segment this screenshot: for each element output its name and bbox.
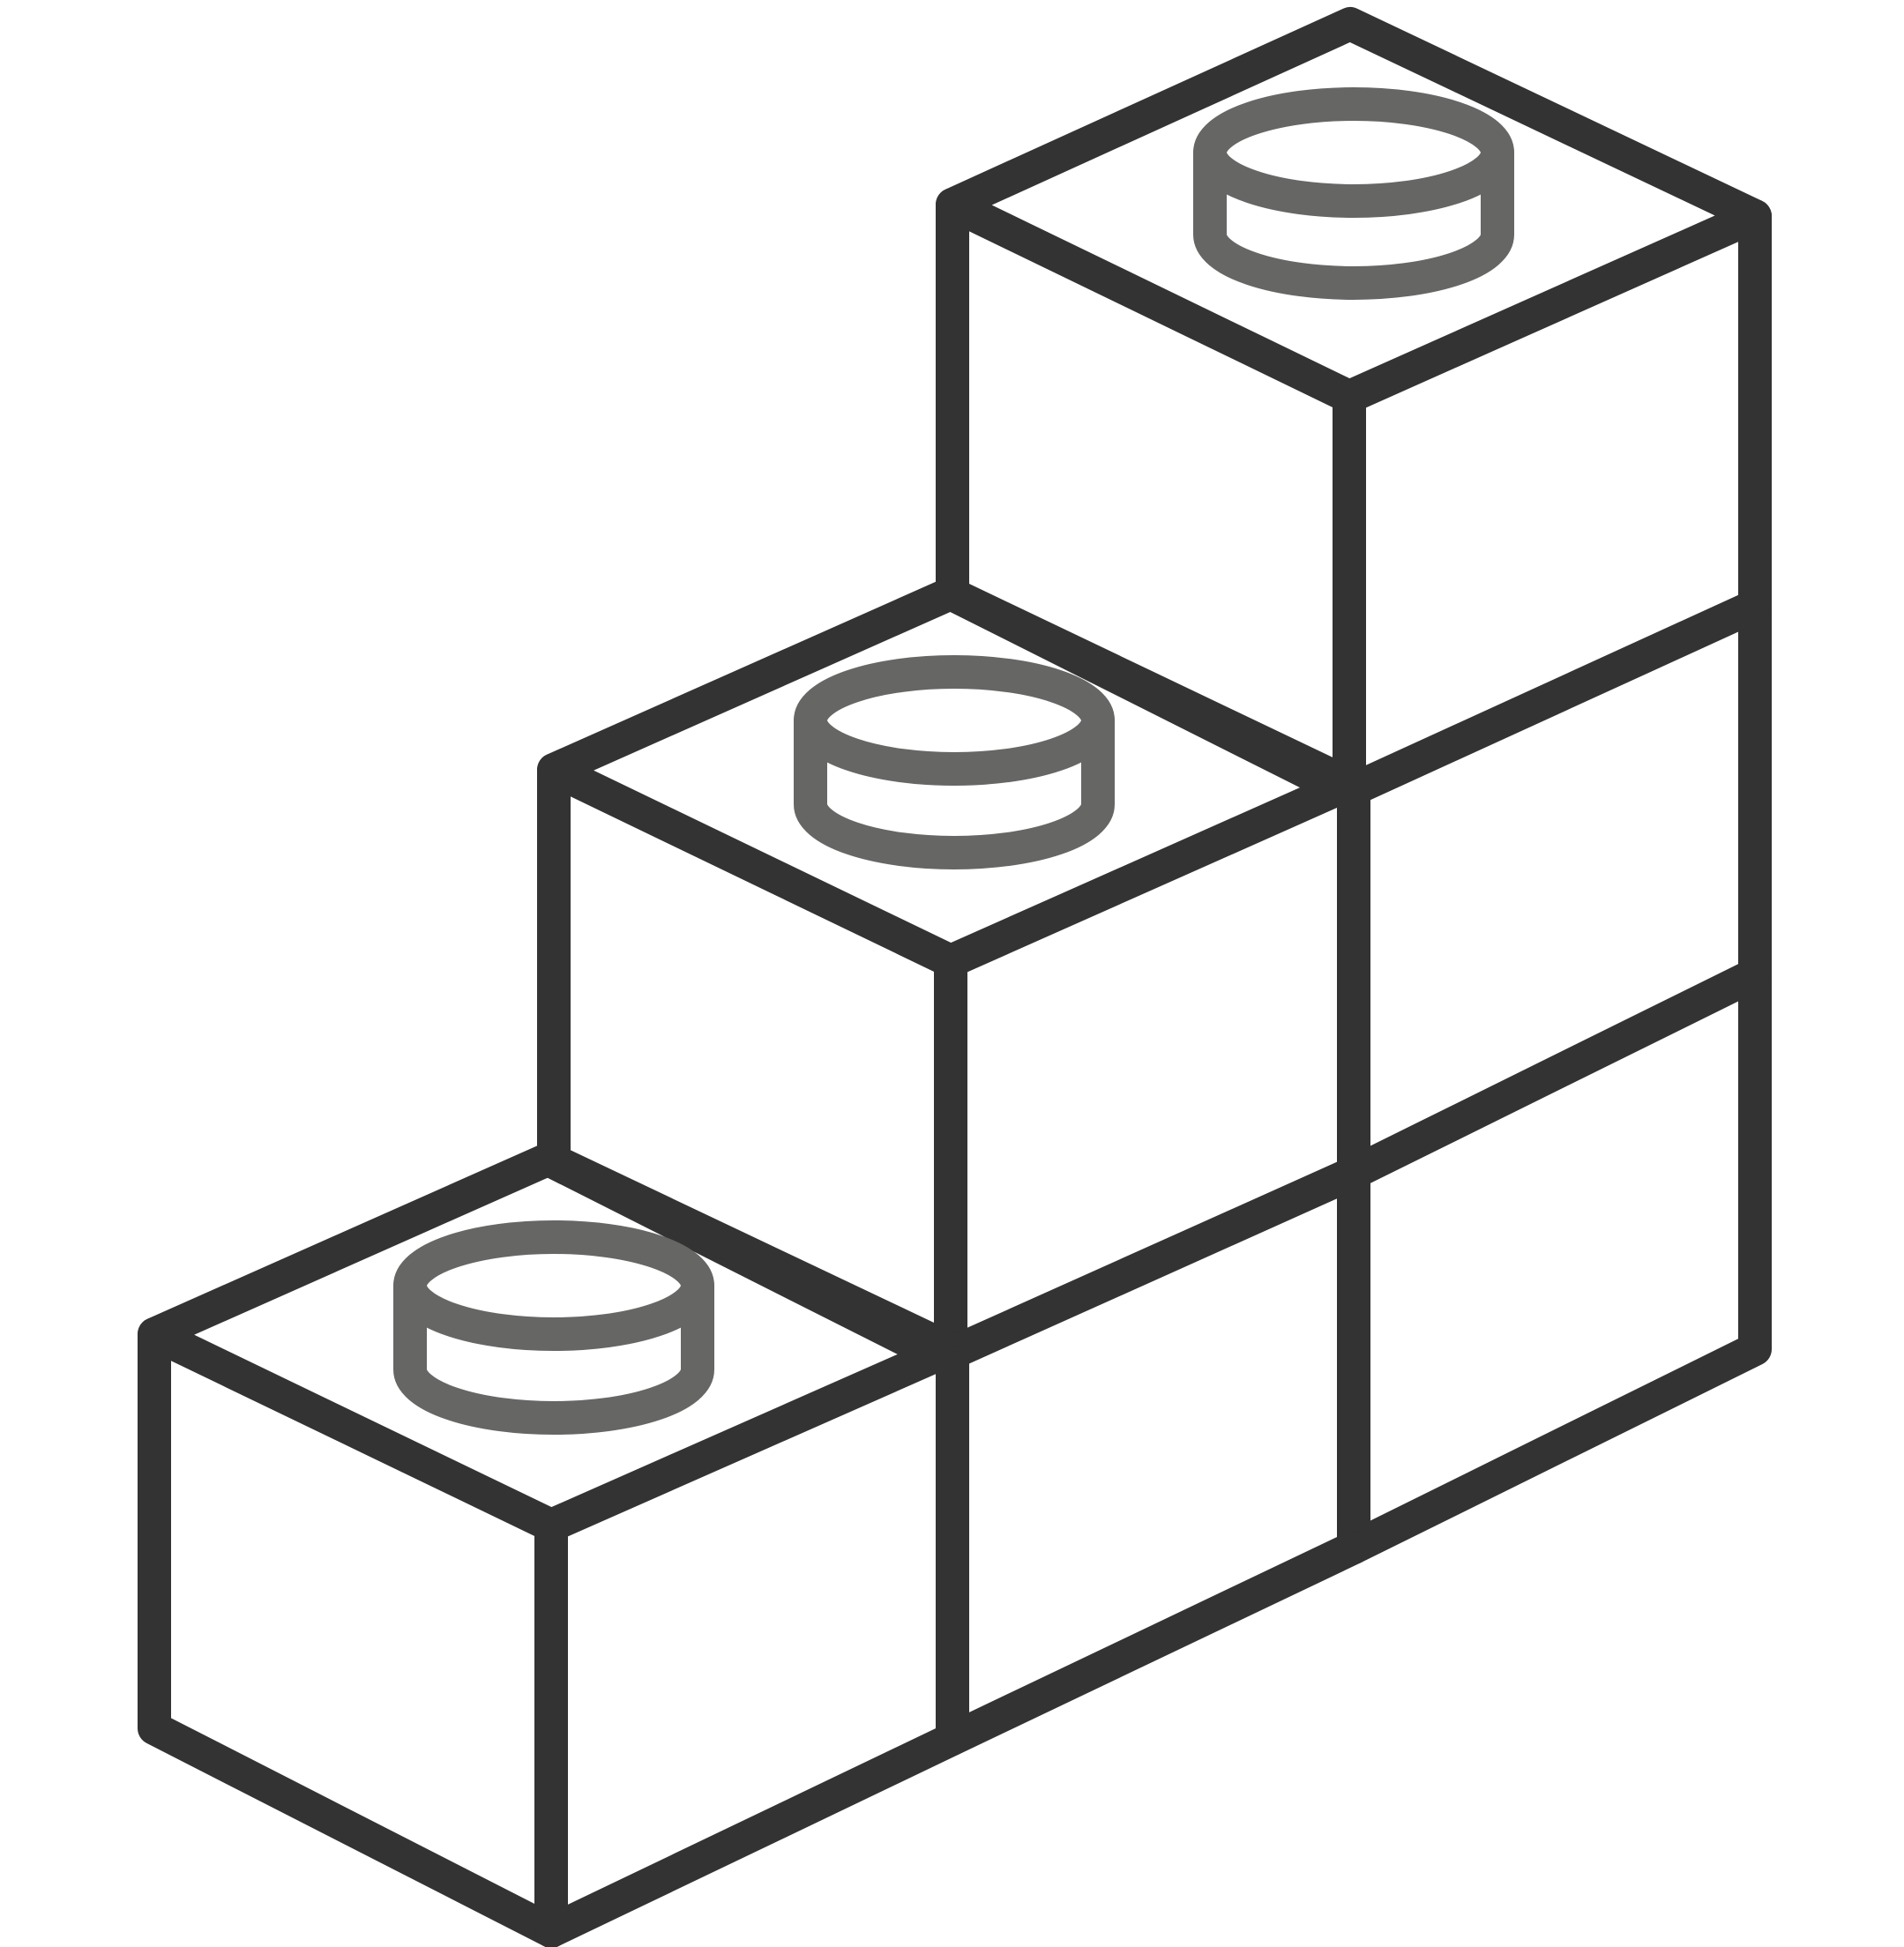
block-seam-upper-column-3 — [1337, 589, 1772, 806]
block-right-edge-column-3 — [1337, 199, 1772, 1564]
stud-low-body — [393, 1269, 714, 1435]
stud-low-top — [393, 1220, 714, 1351]
stud-low — [393, 1220, 714, 1435]
block-seam-column-2 — [934, 1156, 1370, 1370]
stud-high-top — [1193, 87, 1514, 218]
block-seam-lower-column-3 — [1337, 958, 1772, 1190]
block-left-edge-low — [138, 1317, 568, 1947]
stud-middle-top — [794, 655, 1115, 786]
stud-middle — [794, 655, 1115, 869]
stud-high — [1193, 87, 1514, 300]
stud-high-body — [1193, 136, 1514, 300]
block-outlines — [138, 7, 1772, 1947]
stud-middle-body — [794, 704, 1115, 869]
block-studs — [393, 87, 1514, 1435]
